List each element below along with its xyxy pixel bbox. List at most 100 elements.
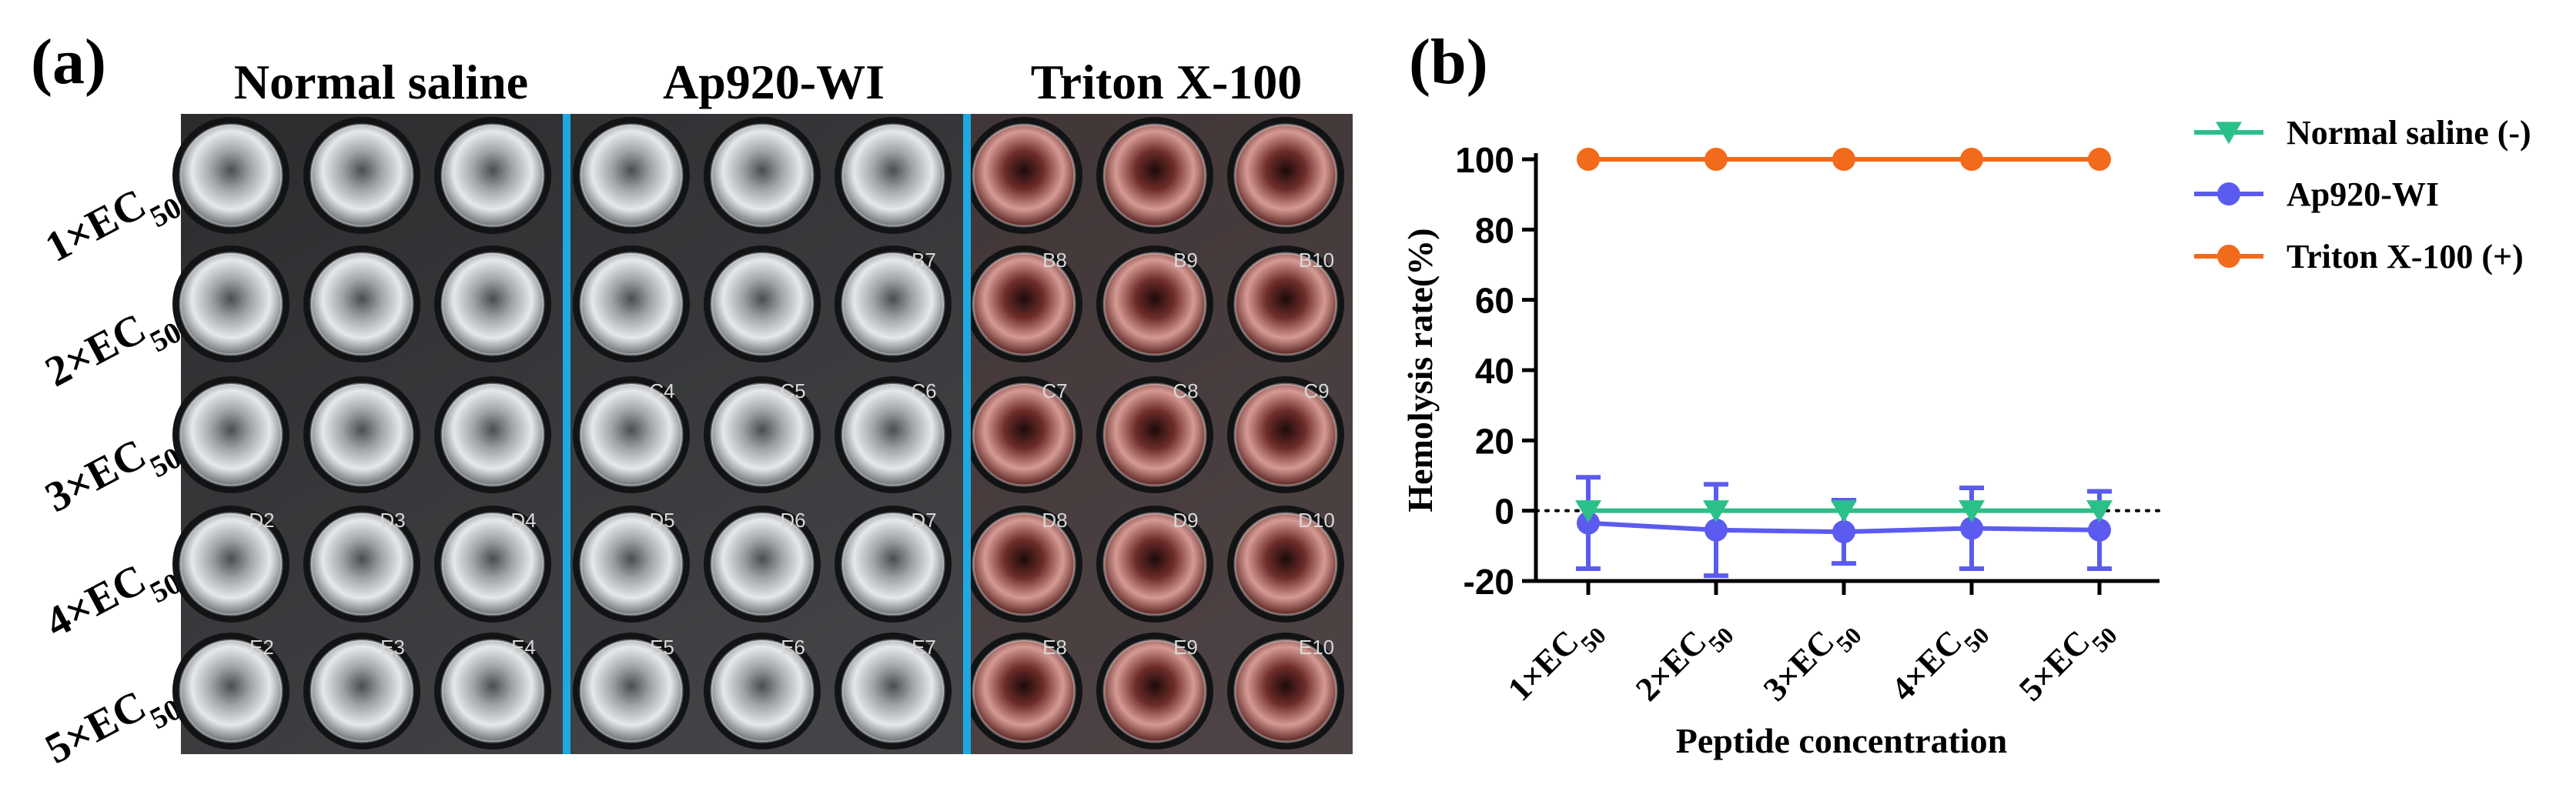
well — [580, 384, 682, 486]
well — [711, 513, 813, 615]
well — [442, 640, 544, 742]
well-highlight — [1233, 512, 1338, 616]
panel-a: (a) Normal saline Ap920-WI Triton X-100 1×… — [31, 26, 1353, 785]
data-point — [1960, 516, 1983, 540]
well — [311, 513, 413, 615]
well-id-label: E6 — [781, 636, 805, 659]
well — [180, 125, 282, 226]
well-plate-photo: D2 E2 D3 E3 D4 E4 C4 D5 E5 C5 D6 E6 B7 C6 D7 E7 B8 C7 D8 E8… — [172, 114, 1353, 754]
y-tick-label: -20 — [1464, 562, 1514, 602]
well — [842, 125, 944, 226]
data-point — [1575, 500, 1601, 523]
y-tick-label: 0 — [1494, 492, 1514, 532]
x-axis-title: Peptide concentration — [1676, 721, 2008, 760]
well — [580, 125, 682, 226]
well — [842, 253, 944, 355]
group-separator — [563, 114, 570, 754]
well-highlight — [841, 512, 945, 616]
well — [1235, 513, 1337, 615]
well — [442, 253, 544, 355]
well — [1104, 513, 1206, 615]
well-highlight — [579, 639, 684, 743]
data-point — [1703, 500, 1729, 523]
x-tick-label: 5×EC50 — [2012, 606, 2122, 716]
data-point — [1577, 511, 1600, 535]
well-highlight — [1233, 639, 1338, 743]
well — [1235, 384, 1337, 486]
well — [711, 253, 813, 355]
well-highlight — [579, 382, 684, 487]
row-label: 4×EC50 — [38, 541, 186, 659]
well-highlight — [1102, 123, 1207, 228]
well — [973, 640, 1075, 742]
well-id-label: D4 — [510, 509, 536, 532]
well-highlight — [1233, 252, 1338, 356]
well-highlight — [179, 512, 283, 616]
well — [1235, 640, 1337, 742]
well-highlight — [309, 639, 414, 743]
well-highlight — [1233, 123, 1338, 228]
well-highlight — [1102, 512, 1207, 616]
data-point — [1959, 500, 1985, 523]
well-id-label: E3 — [380, 636, 405, 659]
well-id-label: D8 — [1042, 509, 1067, 532]
well-highlight — [1102, 252, 1207, 356]
well — [711, 125, 813, 226]
well — [1104, 125, 1206, 226]
legend-label: Normal saline (-) — [2287, 114, 2531, 152]
well-highlight — [841, 252, 945, 356]
well — [580, 640, 682, 742]
well — [180, 640, 282, 742]
well-id-label: C7 — [1042, 379, 1067, 402]
legend-marker — [2216, 122, 2242, 145]
group-title: Normal saline — [234, 55, 528, 109]
data-point — [1705, 148, 1728, 171]
y-tick-label: 40 — [1475, 351, 1514, 391]
well-id-label: E7 — [912, 636, 936, 659]
well — [1104, 253, 1206, 355]
chart-axes: -20 0 20 40 60 80 100 1×EC50 2×EC50 3×EC50 4×EC50 5… — [1400, 140, 2161, 760]
well-highlight — [972, 252, 1076, 356]
well-highlight — [179, 639, 283, 743]
well — [1104, 384, 1206, 486]
well-highlight — [440, 123, 545, 228]
row-label: 5×EC50 — [38, 667, 186, 785]
well-id-label: B8 — [1042, 249, 1067, 272]
well — [1235, 125, 1337, 226]
well — [973, 125, 1075, 226]
well-id-label: E10 — [1299, 636, 1334, 659]
well-id-label: B7 — [912, 249, 936, 272]
row-label: 3×EC50 — [38, 416, 186, 533]
well-id-label: E4 — [511, 636, 536, 659]
well — [580, 253, 682, 355]
y-tick-label: 20 — [1475, 421, 1514, 461]
well — [311, 125, 413, 226]
well — [180, 384, 282, 486]
panel-b: (b) -20 0 20 40 60 80 100 1×EC50 2×EC50 3×EC50 4×E… — [1400, 26, 2531, 760]
well-highlight — [710, 639, 815, 743]
group-titles: Normal saline Ap920-WI Triton X-100 — [234, 55, 1302, 109]
well-id-label: D10 — [1298, 509, 1335, 532]
well-id-label: E5 — [650, 636, 674, 659]
well — [180, 253, 282, 355]
well-id-label: B9 — [1173, 249, 1198, 272]
chart-series — [1575, 148, 2113, 579]
data-point — [2086, 500, 2113, 523]
well-highlight — [972, 382, 1076, 487]
well-highlight — [309, 512, 414, 616]
y-axis-title: Hemolysis rate(%) — [1400, 228, 1440, 512]
well-highlight — [710, 252, 815, 356]
x-tick-label: 1×EC50 — [1500, 606, 1611, 716]
well-id-label: D3 — [380, 509, 405, 532]
well — [842, 640, 944, 742]
well-highlight — [309, 252, 414, 356]
data-point — [1832, 148, 1855, 171]
data-point — [1705, 518, 1728, 542]
well-id-label: D5 — [649, 509, 674, 532]
well-id-label: E8 — [1042, 636, 1067, 659]
well-highlight — [440, 512, 545, 616]
well-highlight — [179, 382, 283, 487]
data-point — [1832, 520, 1855, 544]
well-highlight — [1102, 639, 1207, 743]
